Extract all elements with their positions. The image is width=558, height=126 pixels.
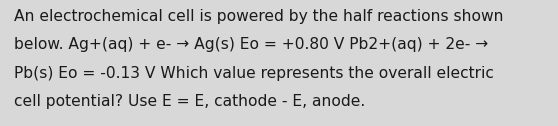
Text: An electrochemical cell is powered by the half reactions shown: An electrochemical cell is powered by th… xyxy=(14,9,503,24)
Text: below. Ag+(aq) + e- → Ag(s) Eo = +0.80 V Pb2+(aq) + 2e- →: below. Ag+(aq) + e- → Ag(s) Eo = +0.80 V… xyxy=(14,37,488,52)
Text: Pb(s) Eo = -0.13 V Which value represents the overall electric: Pb(s) Eo = -0.13 V Which value represent… xyxy=(14,66,494,81)
Text: cell potential? Use E = E, cathode - E, anode.: cell potential? Use E = E, cathode - E, … xyxy=(14,94,365,109)
